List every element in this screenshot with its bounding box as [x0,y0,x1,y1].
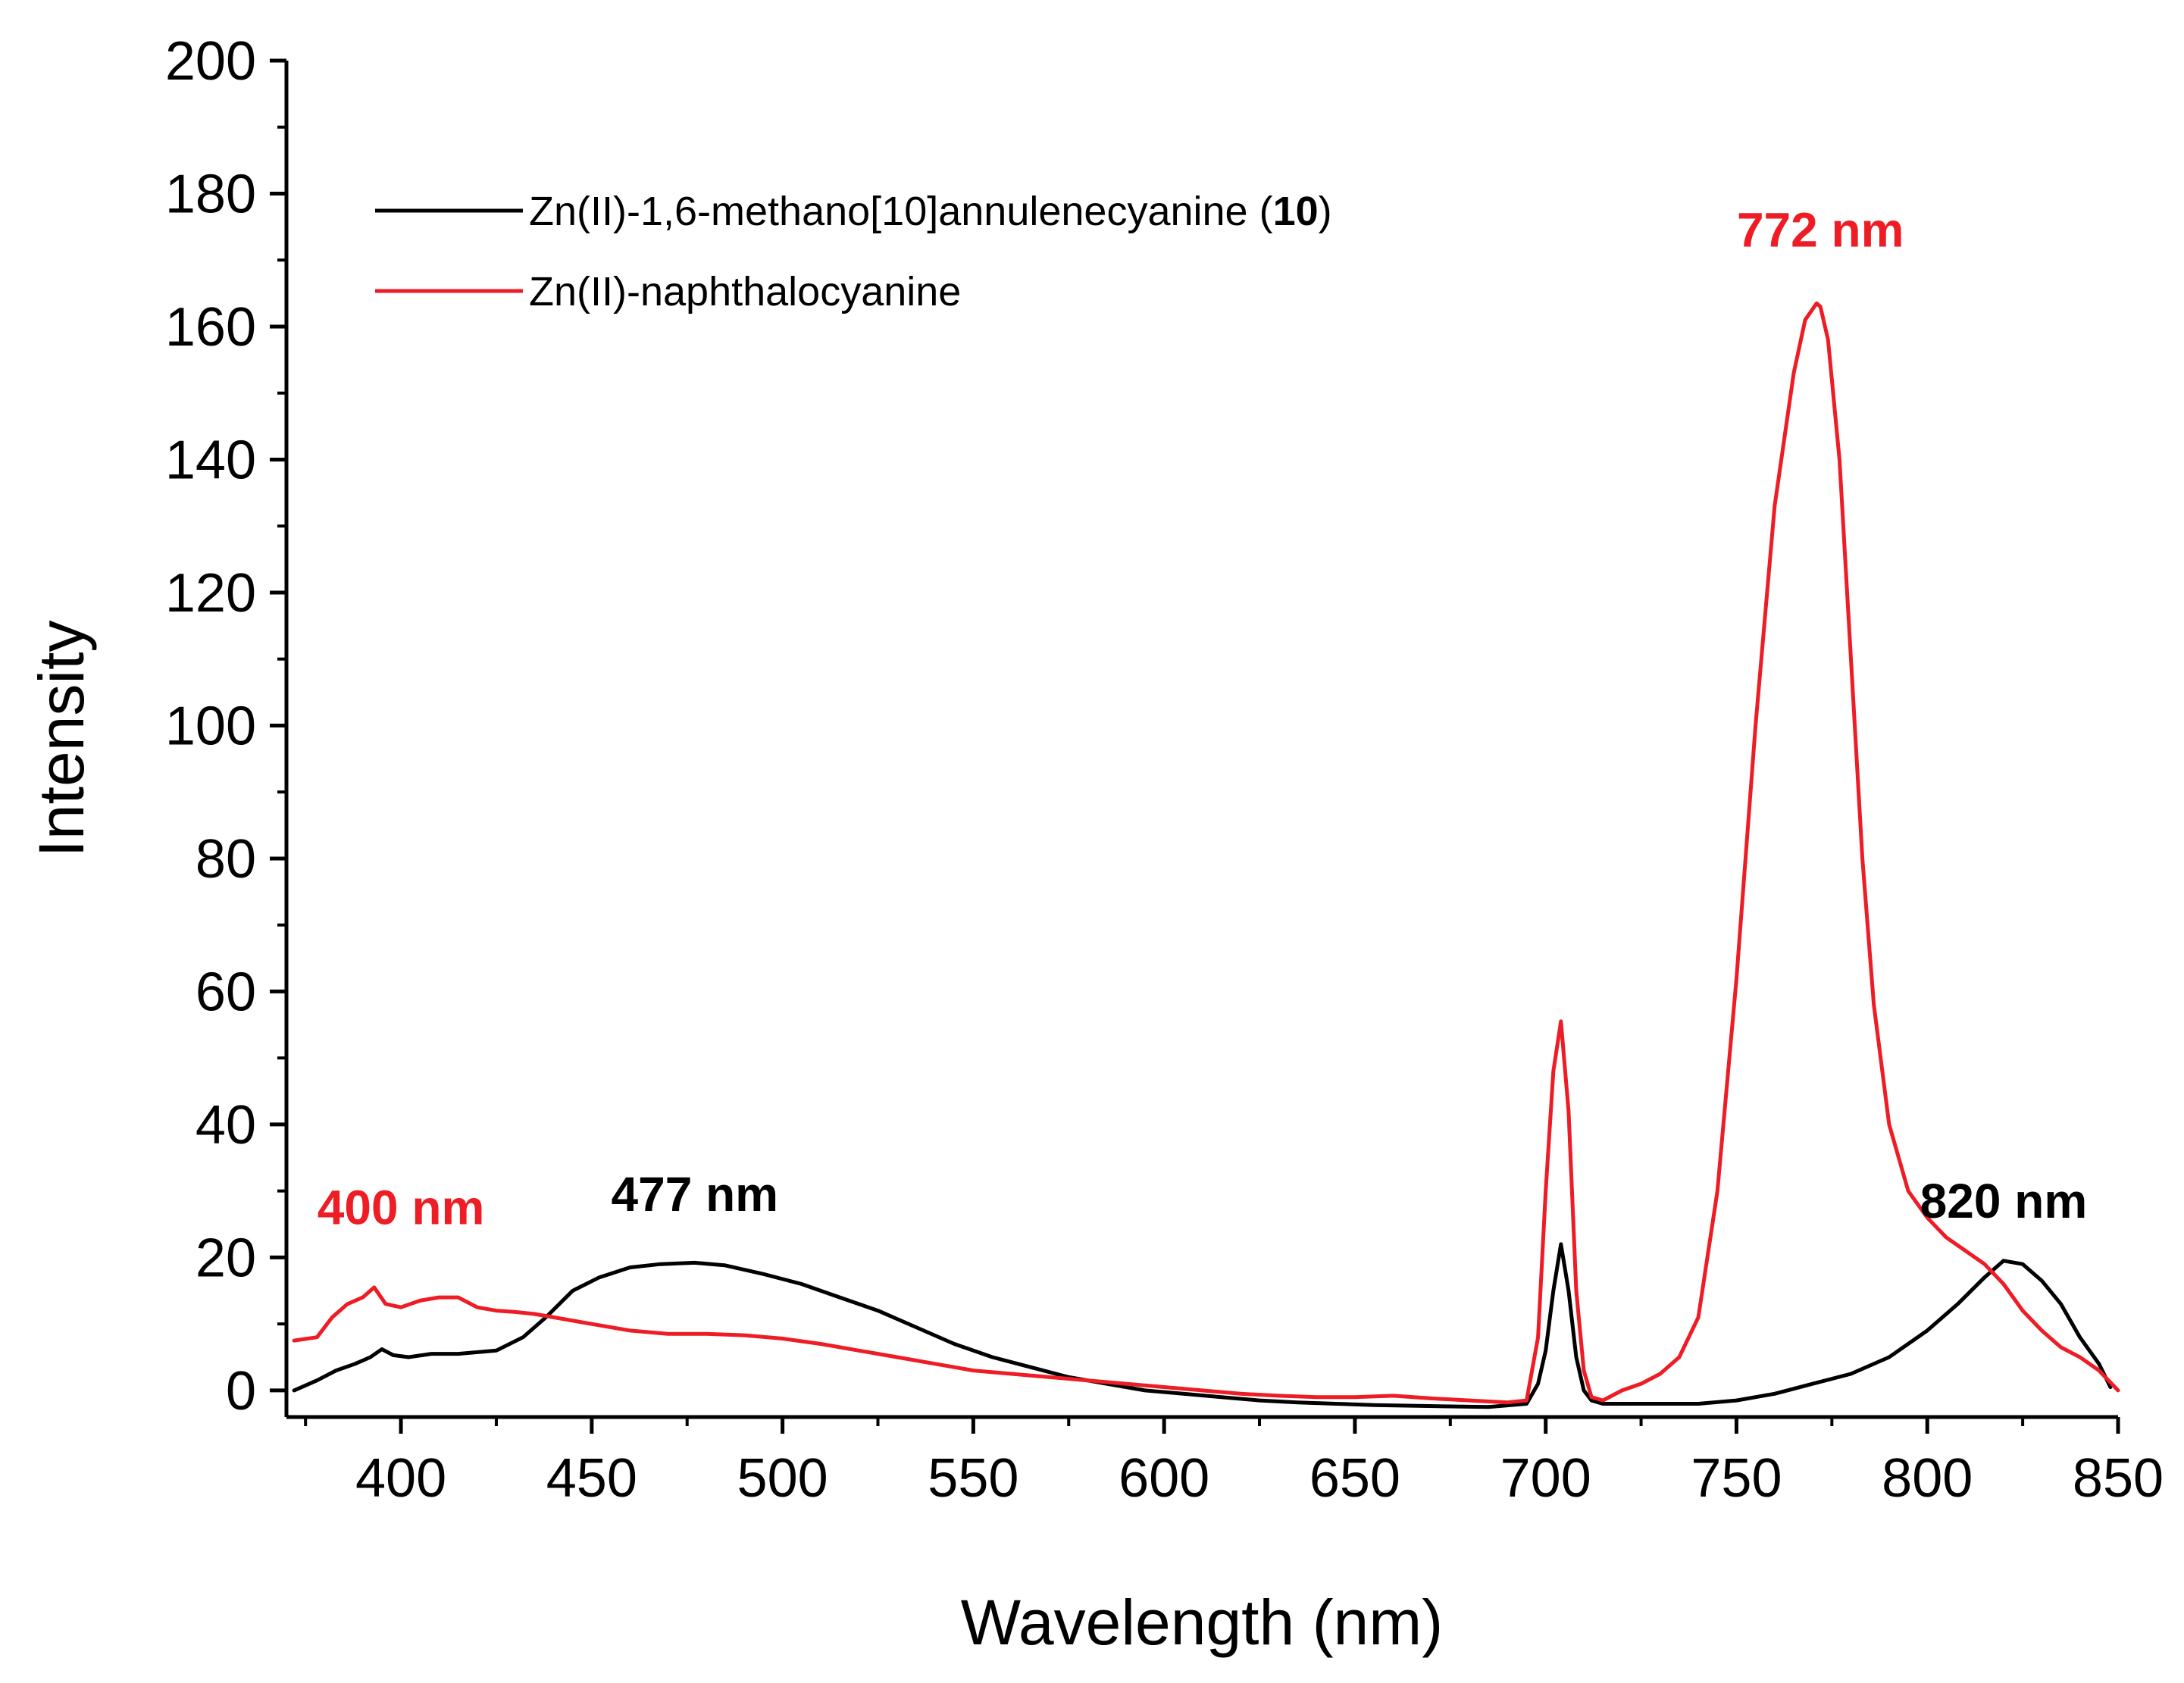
series-line-naphthalocyanine [292,301,2120,1405]
legend-bold-compound-number: 10 [1273,189,1319,234]
y-tick-label: 160 [165,297,256,358]
y-tick-label: 140 [165,430,256,490]
legend-label-annulenecyanine: Zn(II)-1,6-methano[10]annulenecyanine (1… [529,189,1332,234]
y-tick-label: 0 [226,1361,256,1422]
legend-suffix-annulenecyanine: ) [1319,189,1332,234]
y-tick-label: 60 [196,962,256,1022]
x-tick-label: 850 [2073,1448,2164,1509]
x-tick-label: 600 [1119,1448,1209,1509]
y-tick-label: 20 [196,1228,256,1288]
peak-label: 400 nm [318,1181,485,1235]
x-axis-ticks: 400 450 500 550 600 650 700 750 800 850 [304,1417,2164,1509]
legend-label-naphthalocyanine: Zn(II)-naphthalocyanine [529,269,961,314]
x-tick-label: 800 [1882,1448,1973,1509]
y-tick-label: 200 [165,31,256,92]
x-tick-label: 650 [1309,1448,1400,1509]
x-tick-label: 700 [1500,1448,1591,1509]
x-tick-label: 450 [546,1448,637,1509]
y-axis-ticks: 0 20 40 60 80 100 120 140 160 180 200 [165,31,286,1422]
y-tick-label: 180 [165,164,256,224]
peak-label: 772 nm [1737,203,1904,258]
y-tick-label: 80 [196,829,256,890]
y-axis-title: Intensity [26,621,97,858]
y-tick-label: 120 [165,563,256,624]
peak-label: 820 nm [1920,1174,2088,1228]
series-line-annulenecyanine [292,1242,2113,1409]
legend: Zn(II)-1,6-methano[10]annulenecyanine (1… [375,189,1332,314]
series-layer [292,301,2120,1409]
peak-annotations: 400 nm 477 nm 772 nm 820 nm [318,203,2087,1235]
peak-label: 477 nm [612,1167,779,1222]
x-tick-label: 500 [737,1448,828,1509]
y-tick-label: 40 [196,1095,256,1156]
x-tick-label: 550 [928,1448,1018,1509]
x-axis-title: Wavelength (nm) [961,1587,1443,1658]
legend-text-annulenecyanine: Zn(II)-1,6-methano[10]annulenecyanine ( [529,189,1273,234]
x-tick-label: 750 [1691,1448,1782,1509]
y-tick-label: 100 [165,696,256,756]
x-tick-label: 400 [355,1448,446,1509]
